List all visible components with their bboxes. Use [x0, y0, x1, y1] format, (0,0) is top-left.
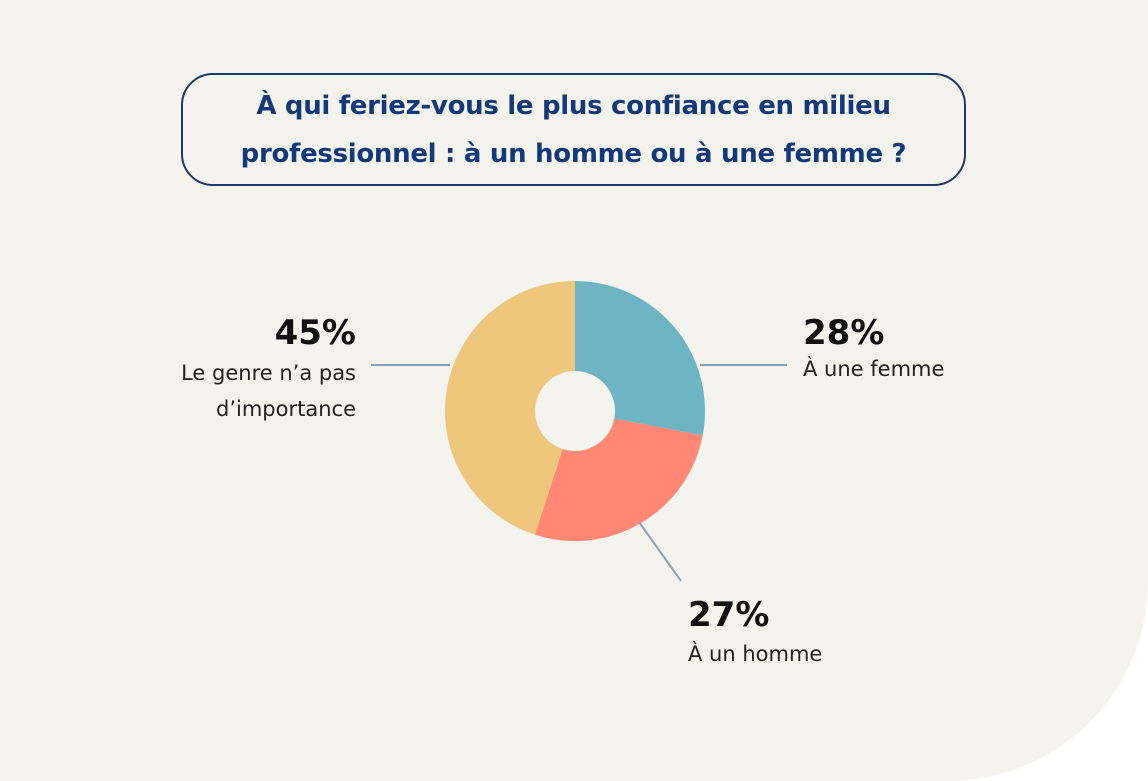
leader-line-2	[638, 521, 682, 582]
chart-title-box: À qui feriez-vous le plus confiance en m…	[181, 73, 966, 186]
pie-slice-1	[575, 281, 705, 436]
category-label-3-line-2: d’importance	[216, 397, 356, 421]
pie-slice-3	[444, 281, 575, 535]
pie-slice-2	[534, 418, 703, 541]
value-label-2: 27%	[688, 595, 769, 635]
value-label-3: 45%	[275, 313, 356, 353]
chart-title: À qui feriez-vous le plus confiance en m…	[240, 90, 907, 169]
category-label-2-line-1: À un homme	[688, 641, 822, 666]
value-label-1: 28%	[803, 313, 884, 353]
category-label-3-line-1: Le genre n’a pas	[181, 361, 356, 385]
category-label-1-line-1: À une femme	[803, 356, 944, 381]
